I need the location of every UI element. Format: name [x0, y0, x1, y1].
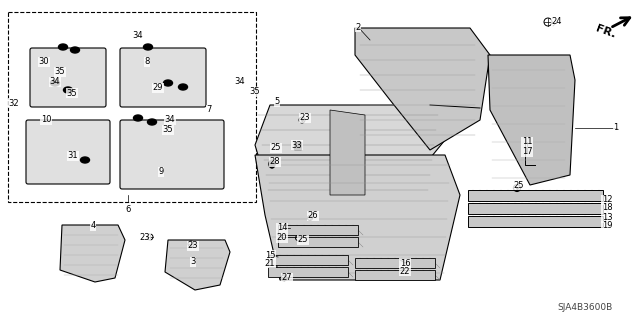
Text: 22: 22: [400, 266, 410, 276]
Polygon shape: [255, 105, 445, 195]
Ellipse shape: [51, 80, 60, 86]
Text: 1: 1: [613, 123, 619, 132]
Text: 21: 21: [265, 258, 275, 268]
Text: 8: 8: [144, 57, 150, 66]
Text: 25: 25: [271, 144, 281, 152]
Text: 34: 34: [132, 31, 143, 40]
FancyBboxPatch shape: [120, 120, 224, 189]
FancyBboxPatch shape: [120, 48, 206, 107]
Text: 3: 3: [190, 257, 196, 266]
FancyBboxPatch shape: [268, 255, 348, 265]
FancyBboxPatch shape: [30, 48, 106, 107]
Text: 6: 6: [125, 204, 131, 213]
Text: 35: 35: [250, 87, 260, 97]
Text: 34: 34: [50, 78, 60, 86]
Ellipse shape: [81, 157, 90, 163]
Polygon shape: [165, 240, 230, 290]
Polygon shape: [60, 225, 125, 282]
Text: 32: 32: [9, 99, 19, 108]
Polygon shape: [330, 110, 365, 195]
Text: 5: 5: [275, 98, 280, 107]
Ellipse shape: [63, 87, 72, 93]
Text: 7: 7: [206, 106, 212, 115]
Text: 26: 26: [308, 211, 318, 220]
Text: 4: 4: [90, 221, 95, 231]
Text: 25: 25: [514, 181, 524, 189]
FancyBboxPatch shape: [26, 120, 110, 184]
Text: 9: 9: [158, 167, 164, 176]
Text: 23: 23: [188, 241, 198, 250]
FancyBboxPatch shape: [355, 258, 435, 268]
Text: 11: 11: [522, 137, 532, 146]
Text: 23: 23: [300, 114, 310, 122]
Text: 17: 17: [522, 147, 532, 157]
Text: SJA4B3600B: SJA4B3600B: [557, 303, 612, 313]
Text: 35: 35: [163, 125, 173, 135]
Bar: [294, 142, 301, 149]
Ellipse shape: [179, 84, 188, 90]
Text: 19: 19: [602, 221, 612, 231]
Text: 15: 15: [265, 250, 275, 259]
Ellipse shape: [163, 80, 173, 86]
FancyBboxPatch shape: [468, 216, 603, 227]
Polygon shape: [488, 55, 575, 185]
FancyBboxPatch shape: [268, 267, 348, 277]
Text: 10: 10: [41, 115, 51, 124]
FancyBboxPatch shape: [468, 203, 603, 214]
Text: FR.: FR.: [595, 24, 618, 40]
Text: 16: 16: [400, 258, 410, 268]
Text: 12: 12: [602, 196, 612, 204]
Text: 31: 31: [68, 152, 78, 160]
Text: 24: 24: [552, 18, 563, 26]
Text: 2: 2: [355, 23, 360, 32]
Text: 28: 28: [269, 158, 280, 167]
Text: 30: 30: [38, 57, 49, 66]
Text: 35: 35: [67, 88, 77, 98]
FancyBboxPatch shape: [278, 225, 358, 235]
Text: 34: 34: [164, 115, 175, 124]
Ellipse shape: [70, 47, 79, 53]
Text: 34: 34: [235, 78, 245, 86]
FancyBboxPatch shape: [278, 237, 358, 247]
FancyBboxPatch shape: [468, 190, 603, 201]
Text: 33: 33: [292, 140, 302, 150]
Text: 29: 29: [153, 84, 163, 93]
Text: 23: 23: [140, 234, 150, 242]
FancyBboxPatch shape: [355, 270, 435, 280]
Polygon shape: [355, 28, 490, 150]
Text: 27: 27: [282, 273, 292, 283]
Text: 35: 35: [54, 68, 65, 77]
Polygon shape: [255, 155, 460, 280]
Ellipse shape: [143, 44, 152, 50]
Text: 20: 20: [276, 234, 287, 242]
Text: 14: 14: [276, 224, 287, 233]
Ellipse shape: [58, 44, 67, 50]
Ellipse shape: [147, 119, 157, 125]
Ellipse shape: [134, 115, 143, 121]
Bar: [8, 12, 256, 202]
Text: 18: 18: [602, 204, 612, 212]
Bar: [275, 220, 365, 262]
Text: 13: 13: [602, 213, 612, 222]
Ellipse shape: [269, 160, 275, 168]
Text: 25: 25: [298, 235, 308, 244]
